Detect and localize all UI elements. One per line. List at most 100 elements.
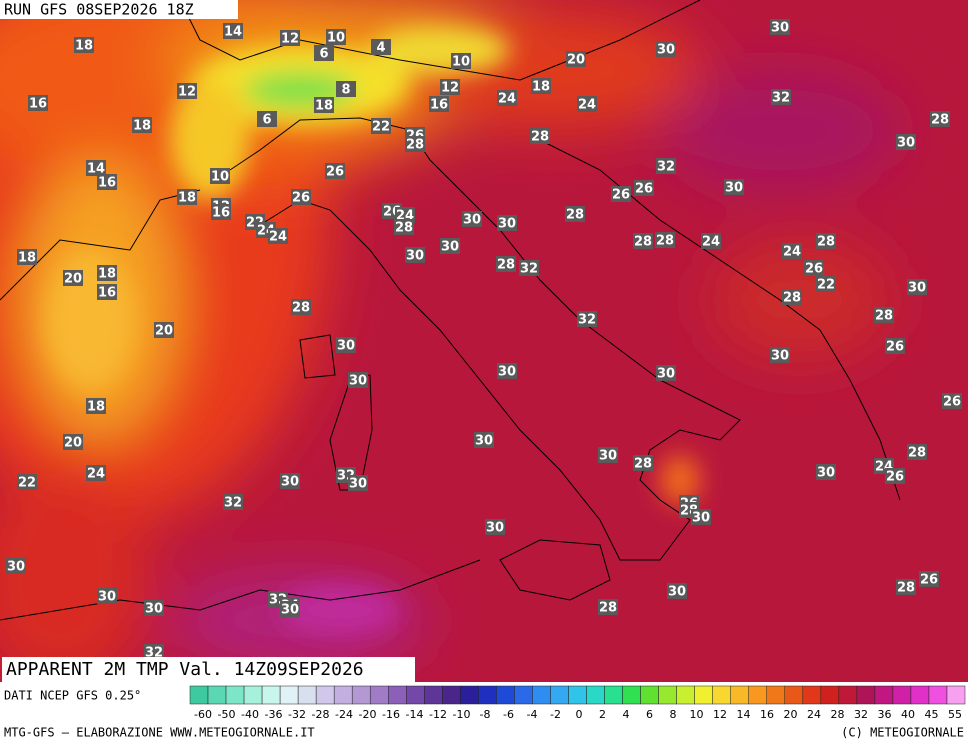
header-box — [0, 0, 238, 19]
label-box — [770, 19, 790, 35]
temperature-label: 28 — [782, 289, 802, 306]
colorbar-label: -60 — [194, 708, 212, 721]
temperature-label: 22 — [17, 474, 37, 491]
colorbar-swatch — [640, 685, 659, 705]
label-box — [782, 289, 802, 305]
temperature-label: 30 — [896, 134, 916, 151]
label-value: 32 — [772, 91, 790, 106]
label-box — [394, 219, 414, 235]
run-info: RUN GFS 08SEP2026 18Z — [4, 1, 194, 19]
label-box — [816, 276, 836, 292]
label-value: 24 — [578, 98, 596, 113]
temperature-label: 18 — [86, 398, 106, 415]
label-box — [371, 39, 391, 55]
label-value: 26 — [805, 262, 823, 277]
temperature-label: 28 — [907, 444, 927, 461]
temperature-label: 10 — [210, 168, 230, 185]
label-box — [930, 111, 950, 127]
colorbar-label: 4 — [623, 708, 630, 721]
label-value: 28 — [531, 130, 549, 145]
temperature-label: 30 — [598, 447, 618, 464]
label-value: 20 — [155, 324, 173, 339]
label-value: 30 — [897, 136, 915, 151]
label-box — [326, 29, 346, 45]
colorbar-swatch — [658, 685, 677, 705]
label-value: 14 — [87, 162, 105, 177]
label-value: 30 — [599, 449, 617, 464]
temperature-label: 10 — [326, 29, 346, 46]
label-box — [691, 509, 711, 525]
colorbar-label: -2 — [550, 708, 561, 721]
label-box — [17, 249, 37, 265]
colorbar-swatch — [622, 685, 641, 705]
label-box — [405, 136, 425, 152]
label-box — [667, 583, 687, 599]
label-box — [97, 174, 117, 190]
label-box — [211, 204, 231, 220]
label-value: 32 — [145, 646, 163, 661]
label-value: 30 — [771, 21, 789, 36]
label-value: 18 — [178, 191, 196, 206]
temperature-label: 12 — [440, 79, 460, 96]
temperature-label: 26 — [634, 180, 654, 197]
colorbar-swatch — [874, 685, 894, 705]
label-value: 24 — [783, 245, 801, 260]
label-value: 18 — [98, 267, 116, 282]
label-value: 30 — [908, 281, 926, 296]
label-box — [496, 256, 516, 272]
temperature-label: 18 — [531, 78, 551, 95]
temperature-label: 28 — [930, 111, 950, 128]
colorbar-label: 10 — [690, 708, 704, 721]
temperature-label: 30 — [348, 475, 368, 492]
label-value: 30 — [406, 249, 424, 264]
label-value: 32 — [224, 496, 242, 511]
label-box — [429, 96, 449, 112]
label-box — [154, 322, 174, 338]
credits: MTG-GFS — ELABORAZIONE WWW.METEOGIORNALE… — [4, 726, 315, 740]
label-box — [519, 260, 539, 276]
temperature-label: 26 — [942, 393, 962, 410]
temperature-label: 32 — [771, 89, 791, 106]
label-value: 22 — [817, 278, 835, 293]
label-box — [132, 117, 152, 133]
label-box — [451, 53, 471, 69]
label-value: 30 — [7, 560, 25, 575]
temperature-label: 10 — [451, 53, 471, 70]
colorbar-swatch — [478, 685, 497, 705]
label-box — [63, 270, 83, 286]
colorbar-swatch — [730, 685, 749, 705]
colorbar-swatch — [460, 685, 479, 705]
temperature-label: 30 — [280, 473, 300, 490]
temperature-label: 28 — [816, 233, 836, 250]
temperature-label: 12 — [177, 83, 197, 100]
label-box — [144, 644, 164, 660]
label-box — [336, 81, 356, 97]
colorbar-label: -50 — [218, 708, 236, 721]
temperature-label: 28 — [633, 455, 653, 472]
colorbar-swatch — [261, 685, 281, 705]
label-value: 30 — [337, 339, 355, 354]
temperature-label: 30 — [97, 588, 117, 605]
label-value: 18 — [18, 251, 36, 266]
label-value: 28 — [897, 581, 915, 596]
colorbar: -60 -50 -40 -36 -32 -28 -24 -20 -16 -14 -12 -10 -8 -6… — [189, 685, 966, 721]
label-value: 30 — [281, 475, 299, 490]
label-box — [655, 232, 675, 248]
label-box — [268, 228, 288, 244]
temperature-label: 24 — [268, 228, 288, 245]
colorbar-swatch — [424, 685, 443, 705]
label-box — [280, 473, 300, 489]
label-value: 30 — [725, 181, 743, 196]
colorbar-swatch — [279, 685, 299, 705]
colorbar-label: -6 — [503, 708, 514, 721]
colorbar-swatch — [838, 685, 858, 705]
temperature-label: 8 — [336, 81, 356, 98]
label-box — [633, 233, 653, 249]
label-box — [497, 90, 517, 106]
label-box — [633, 455, 653, 471]
label-box — [28, 95, 48, 111]
label-box — [885, 338, 905, 354]
label-box — [577, 96, 597, 112]
temperature-label: 16 — [97, 284, 117, 301]
colorbar-swatch — [514, 685, 533, 705]
